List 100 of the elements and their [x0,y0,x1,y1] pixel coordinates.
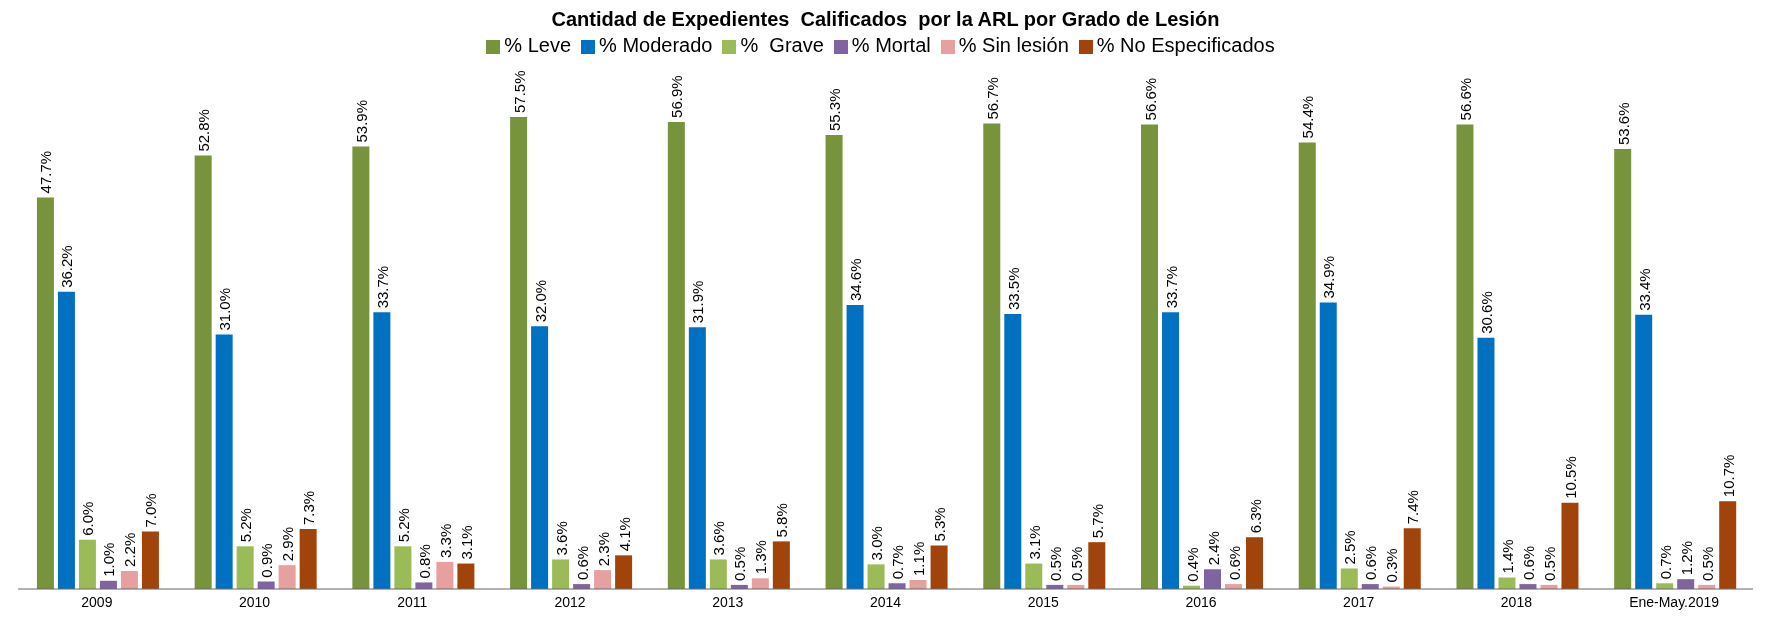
data-label: 10.5% [1561,456,1579,499]
data-label: 0.5% [1540,546,1558,581]
data-label: 0.5% [731,546,749,581]
data-label: 2.5% [1341,530,1359,565]
bar [278,565,296,589]
bar [531,326,549,589]
bar [57,291,75,589]
bar [1477,337,1495,589]
data-label: 6.0% [79,501,97,536]
x-tick-label: 2012 [554,593,586,610]
bar [415,582,433,589]
bar [983,123,1001,589]
bar [1204,569,1222,589]
bar [1677,579,1695,589]
data-label: 53.6% [1614,102,1632,146]
bar [236,546,254,589]
data-label: 7.0% [142,493,160,528]
data-label: 0.6% [1225,545,1243,581]
data-label: 0.8% [415,544,433,579]
bar [1456,124,1474,589]
bar [1004,314,1022,589]
data-label: 1.4% [1498,539,1516,574]
data-label: 3.0% [868,526,886,561]
bar [825,135,843,589]
bar [1340,568,1358,589]
bar [1162,312,1180,589]
x-tick-label: 2017 [1343,593,1375,610]
x-tick-label: 2016 [1185,593,1217,610]
data-label: 32.0% [531,279,549,323]
bar [510,117,528,589]
data-label: 0.6% [573,545,591,581]
x-tick-label: 2011 [397,593,428,610]
x-tick-label: 2010 [239,593,271,610]
data-label: 7.3% [300,490,318,526]
data-label: 54.4% [1299,95,1317,139]
bar [867,564,885,589]
data-label: 33.7% [1162,265,1180,309]
data-label: 1.0% [100,542,118,577]
legend-label: % Leve [504,34,572,56]
data-label: 31.9% [689,280,707,324]
bar [594,570,612,589]
bar [667,121,685,589]
data-label: 34.6% [847,258,865,301]
chart-title: Cantidad de Expedientes Calificados por la ARL por Grado de Lesión [550,8,1221,32]
bar [373,312,391,589]
data-label: 33.4% [1635,268,1653,311]
data-label: 0.9% [258,543,276,578]
x-tick-label: 2013 [712,593,744,610]
data-label: 7.4% [1404,490,1422,525]
data-label: 5.8% [773,503,791,538]
bar [352,146,370,589]
bar [846,304,864,589]
data-label: 4.1% [615,517,633,552]
bar [751,578,769,589]
data-label: 56.9% [668,75,686,118]
data-label: 1.1% [910,541,928,576]
data-label: 1.3% [752,540,770,575]
data-label: 0.5% [1698,546,1716,581]
data-label: 31.0% [216,287,234,331]
bar [552,559,570,589]
data-label: 55.3% [826,88,844,132]
bar [930,545,948,589]
bar [1246,537,1264,589]
bar [457,563,475,589]
bar [436,561,454,589]
data-label: 0.7% [1656,545,1674,580]
data-label: 5.7% [1088,504,1106,539]
legend-label: % No Especificados [1096,34,1275,56]
x-tick-label: 2014 [869,593,902,610]
bar [215,334,233,589]
legend-label: % Moderado [599,34,713,56]
data-label: 0.3% [1383,548,1401,583]
data-label: 5.3% [931,507,949,542]
bar [1561,502,1579,589]
data-label: 52.8% [195,109,213,152]
bar [1635,314,1653,589]
data-label: 2.3% [594,531,612,567]
data-label: 6.3% [1246,499,1264,534]
data-label: 3.3% [436,523,454,558]
data-label: 1.2% [1677,540,1695,576]
data-label: 56.7% [983,77,1001,120]
data-label: 0.6% [1362,545,1380,581]
data-label: 3.1% [1025,525,1043,560]
bar [1319,302,1337,589]
bar [78,539,96,589]
data-label: 53.9% [352,100,370,143]
bar [1719,501,1737,589]
bar [772,541,790,589]
data-label: 2.2% [121,532,139,567]
data-label: 3.6% [710,521,728,556]
bar [1614,149,1632,589]
bar [1141,124,1159,589]
bar [36,197,54,589]
data-label: 33.5% [1004,267,1022,311]
data-label: 2.9% [279,526,297,562]
data-label: 5.2% [237,508,255,543]
bar [615,555,633,589]
data-label: 2.4% [1204,531,1222,566]
x-tick-label: 2009 [81,593,113,610]
data-label: 0.6% [1519,545,1537,581]
